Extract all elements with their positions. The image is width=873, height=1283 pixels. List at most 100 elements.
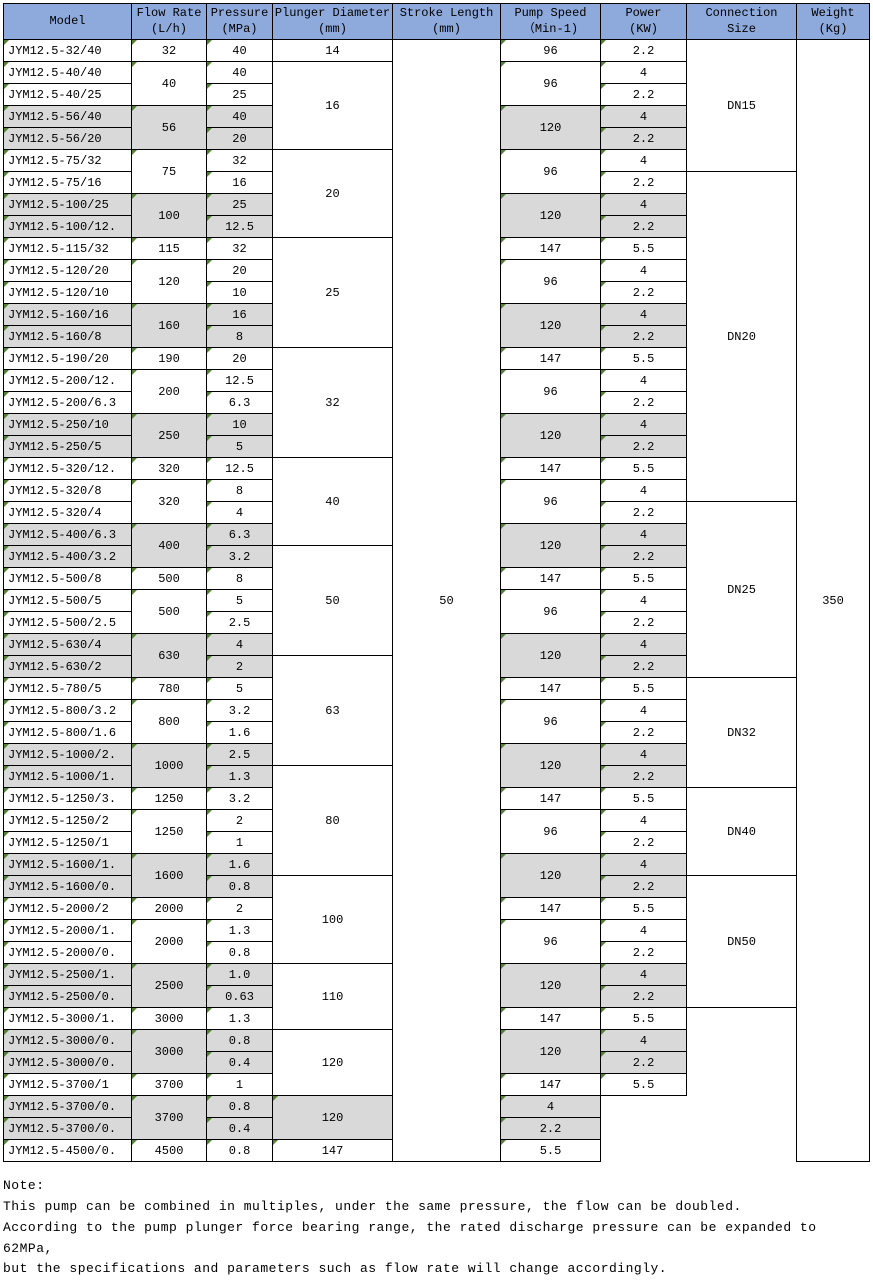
note-line: According to the pump plunger force bear… — [3, 1218, 870, 1260]
cell-model: JYM12.5-4500/0. — [4, 1140, 132, 1162]
cell-power: 2.2 — [601, 84, 687, 106]
cell-flow: 32 — [132, 40, 207, 62]
cell-plunger: 40 — [273, 458, 393, 546]
cell-power: 4 — [601, 370, 687, 392]
hdr-press: Pressure(MPa) — [207, 4, 273, 40]
note-line: This pump can be combined in multiples, … — [3, 1197, 870, 1218]
cell-model: JYM12.5-190/20 — [4, 348, 132, 370]
cell-flow: 2500 — [132, 964, 207, 1008]
cell-flow: 3000 — [132, 1030, 207, 1074]
cell-stroke: 50 — [393, 40, 501, 1162]
cell-plunger: 16 — [273, 62, 393, 150]
cell-power: 4 — [601, 106, 687, 128]
cell-power: 4 — [601, 150, 687, 172]
hdr-weight: Weight(Kg) — [797, 4, 870, 40]
hdr-power: Power(KW) — [601, 4, 687, 40]
cell-model: JYM12.5-56/40 — [4, 106, 132, 128]
cell-pressure: 12.5 — [207, 458, 273, 480]
cell-speed: 147 — [501, 898, 601, 920]
cell-pressure: 12.5 — [207, 216, 273, 238]
cell-connection: DN50 — [687, 876, 797, 1008]
cell-model: JYM12.5-1600/0. — [4, 876, 132, 898]
cell-speed: 147 — [501, 348, 601, 370]
cell-power: 2.2 — [601, 40, 687, 62]
cell-power: 5.5 — [601, 678, 687, 700]
cell-flow: 40 — [132, 62, 207, 106]
cell-pressure: 25 — [207, 84, 273, 106]
cell-pressure: 2 — [207, 656, 273, 678]
cell-power: 4 — [601, 634, 687, 656]
cell-speed: 120 — [501, 744, 601, 788]
cell-pressure: 1.6 — [207, 722, 273, 744]
cell-speed: 147 — [501, 568, 601, 590]
cell-speed: 96 — [501, 260, 601, 304]
cell-power: 4 — [601, 62, 687, 84]
cell-speed: 147 — [501, 238, 601, 260]
cell-pressure: 12.5 — [207, 370, 273, 392]
cell-model: JYM12.5-1250/3. — [4, 788, 132, 810]
cell-flow: 115 — [132, 238, 207, 260]
cell-speed: 96 — [501, 480, 601, 524]
cell-model: JYM12.5-75/32 — [4, 150, 132, 172]
cell-model: JYM12.5-500/2.5 — [4, 612, 132, 634]
cell-pressure: 0.4 — [207, 1052, 273, 1074]
cell-pressure: 40 — [207, 62, 273, 84]
cell-flow: 320 — [132, 480, 207, 524]
cell-model: JYM12.5-250/5 — [4, 436, 132, 458]
cell-model: JYM12.5-1250/2 — [4, 810, 132, 832]
cell-pressure: 1 — [207, 1074, 273, 1096]
cell-pressure: 25 — [207, 194, 273, 216]
cell-power: 2.2 — [601, 656, 687, 678]
cell-connection: DN32 — [687, 678, 797, 788]
cell-pressure: 8 — [207, 326, 273, 348]
cell-pressure: 3.2 — [207, 700, 273, 722]
cell-flow: 250 — [132, 414, 207, 458]
cell-speed: 120 — [501, 524, 601, 568]
cell-model: JYM12.5-3700/0. — [4, 1096, 132, 1118]
cell-plunger: 120 — [273, 1030, 393, 1096]
cell-plunger: 25 — [273, 238, 393, 348]
cell-flow: 780 — [132, 678, 207, 700]
cell-speed: 96 — [501, 810, 601, 854]
cell-speed: 120 — [501, 414, 601, 458]
cell-model: JYM12.5-75/16 — [4, 172, 132, 194]
cell-flow: 200 — [132, 370, 207, 414]
cell-plunger: 110 — [273, 964, 393, 1030]
cell-power: 2.2 — [601, 546, 687, 568]
cell-pressure: 0.8 — [207, 876, 273, 898]
cell-pressure: 4 — [207, 502, 273, 524]
cell-speed: 96 — [501, 370, 601, 414]
cell-power: 4 — [601, 590, 687, 612]
cell-power: 2.2 — [601, 986, 687, 1008]
cell-speed: 96 — [501, 920, 601, 964]
cell-pressure: 0.8 — [207, 1096, 273, 1118]
cell-pressure: 1 — [207, 832, 273, 854]
cell-speed: 147 — [501, 458, 601, 480]
cell-flow: 1600 — [132, 854, 207, 898]
cell-power: 4 — [601, 1030, 687, 1052]
table-body: JYM12.5-32/4032401450962.2DN15350JYM12.5… — [4, 40, 870, 1162]
cell-pressure: 0.8 — [207, 942, 273, 964]
cell-pressure: 32 — [207, 238, 273, 260]
cell-connection: DN20 — [687, 172, 797, 502]
cell-model: JYM12.5-1000/1. — [4, 766, 132, 788]
cell-power: 4 — [601, 744, 687, 766]
cell-model: JYM12.5-500/8 — [4, 568, 132, 590]
cell-speed: 147 — [501, 1074, 601, 1096]
cell-pressure: 0.8 — [207, 1140, 273, 1162]
cell-model: JYM12.5-3000/1. — [4, 1008, 132, 1030]
cell-speed: 96 — [501, 62, 601, 106]
cell-model: JYM12.5-32/40 — [4, 40, 132, 62]
pump-spec-table: Model Flow Rate(L/h) Pressure(MPa) Plung… — [3, 3, 870, 1162]
cell-plunger: 32 — [273, 348, 393, 458]
cell-power: 2.2 — [601, 502, 687, 524]
cell-pressure: 1.6 — [207, 854, 273, 876]
cell-plunger: 20 — [273, 150, 393, 238]
cell-power: 5.5 — [601, 238, 687, 260]
cell-model: JYM12.5-200/12. — [4, 370, 132, 392]
cell-flow: 190 — [132, 348, 207, 370]
cell-pressure: 20 — [207, 128, 273, 150]
cell-power: 2.2 — [601, 832, 687, 854]
cell-pressure: 0.63 — [207, 986, 273, 1008]
cell-power: 5.5 — [601, 458, 687, 480]
